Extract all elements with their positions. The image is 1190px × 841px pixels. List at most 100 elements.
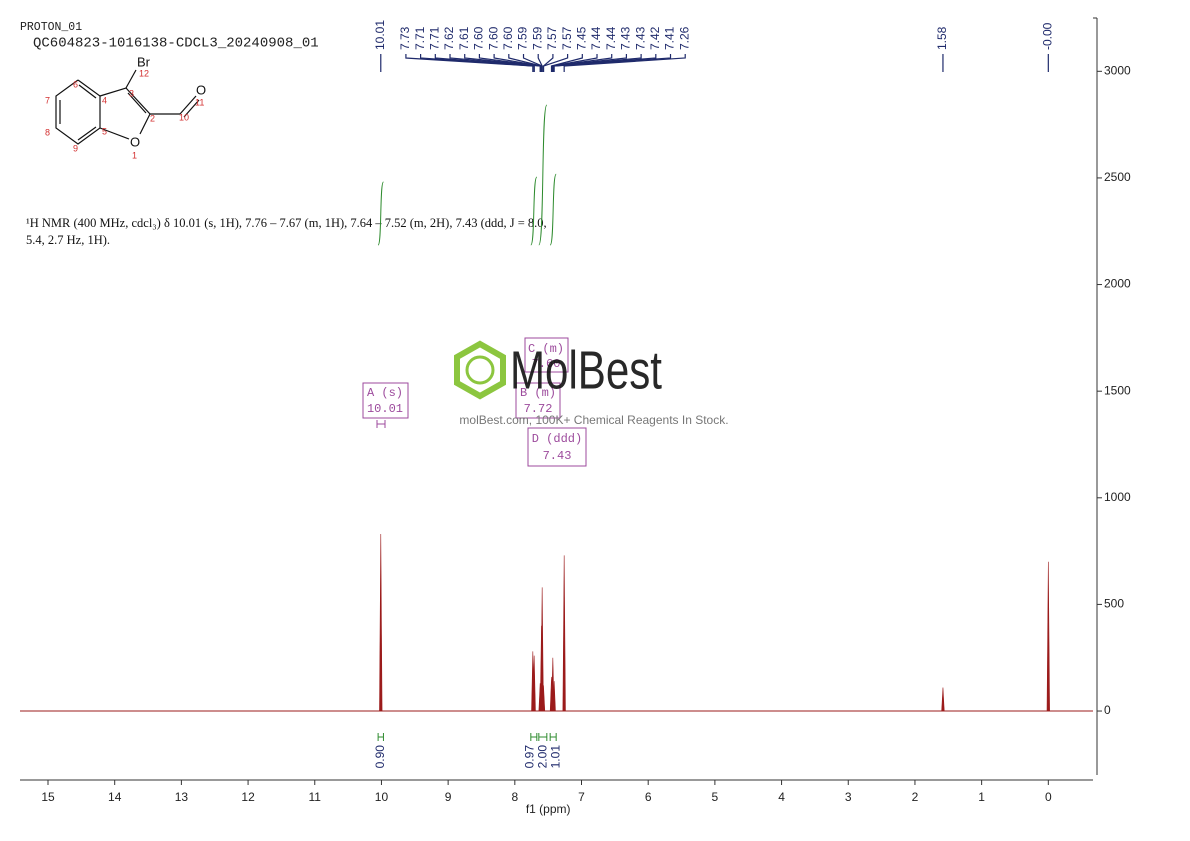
multiplet-box: B (m) 7.72 [515,382,561,419]
peak [379,534,383,712]
peak [1046,561,1050,712]
integral-label: 0.97 [522,745,536,769]
integral-curve [530,176,538,246]
x-tick-label: 12 [241,790,255,804]
logo-hexagon [454,340,506,400]
logo-ring [465,355,495,385]
peak-pick-connector [464,54,542,72]
y-tick-label: 3000 [1104,63,1131,77]
peak-pick-label: 7.71 [413,26,427,50]
peak-pick-connector [563,54,686,72]
integral-bracket [549,733,557,741]
x-tick-label: 8 [511,790,518,804]
multiplet-name: D (ddd) [532,432,582,446]
peak-pick-label: 7.59 [516,26,530,50]
x-tick-label: 7 [578,790,585,804]
peak-pick-label: 7.57 [560,26,574,50]
peak [552,681,556,712]
double-bond [127,92,147,114]
peak-pick-label: 7.71 [427,26,441,50]
peak-pick-label: 7.44 [604,26,618,50]
furan-bond [99,127,130,140]
peak-pick-label: 7.59 [530,26,544,50]
peak-pick-label: 7.41 [663,26,677,50]
peak-pick-connector [551,54,613,72]
peak-pick-label: 7.61 [457,26,471,50]
atom-label: Br [137,54,151,69]
integral-curve [538,104,548,246]
integral-bracket [538,733,548,741]
multiplet-shift: 7.43 [543,449,572,463]
atom-number: 8 [45,127,50,137]
multiplet-name: C (m) [528,342,564,356]
sample-name: QC604823-1016138-CDCL3_20240908_01 [33,36,319,52]
peak-pick-label: 10.01 [373,20,387,50]
atom-number: 2 [150,113,155,123]
x-tick-label: 0 [1045,790,1052,804]
y-tick-label: 1000 [1104,490,1131,504]
x-tick-label: 3 [845,790,852,804]
multiplet-name: B (m) [520,386,556,400]
atom-number: 3 [129,88,134,98]
box [515,382,561,419]
peak [941,687,945,712]
peak-pick-label: 7.60 [472,26,486,50]
peak-pick-label: 7.60 [486,26,500,50]
range-marker [376,420,386,428]
br-bond [125,69,137,89]
atom-number: 5 [102,126,107,136]
peak-pick-connector [550,54,583,72]
integral-bracket [377,733,384,741]
x-tick-label: 14 [108,790,122,804]
multiplet-shift: 10.01 [367,402,403,416]
experiment-name: PROTON_01 [20,21,82,34]
atom-number: 9 [73,143,78,153]
x-tick-label: 4 [778,790,785,804]
peak-pick-label: 7.43 [619,26,633,50]
y-tick-label: 1500 [1104,383,1131,397]
peak-pick-label: 1.58 [935,26,949,50]
multiplet-shift: 7.60 [532,357,561,371]
y-tick-label: 2500 [1104,170,1131,184]
peak-pick-label: -0.00 [1040,22,1054,50]
y-tick-label: 0 [1104,703,1111,717]
integral-label: 1.01 [548,745,562,769]
peak-pick-connector [449,54,541,72]
box [527,427,587,467]
furan-bond [99,87,151,135]
peak [562,555,566,712]
watermark: MolBest molBest.com, 100K+ Chemical Reag… [454,340,729,427]
atom-number: 7 [45,95,50,105]
peak-pick-label: 7.62 [442,26,456,50]
x-tick-label: 15 [41,790,55,804]
box [524,337,569,373]
peak-pick-connector [537,54,543,72]
integral-curve [549,173,557,246]
peak-pick-label: 7.26 [677,26,691,50]
multiplet-shift: 7.72 [524,402,553,416]
peak-pick-label: 7.42 [648,26,662,50]
x-tick-label: 6 [645,790,652,804]
multiplet-box: A (s) 10.01 [362,382,409,428]
spectrum: 15 14 13 12 11 10 9 8 7 6 5 4 3 2 1 0f1 (ppm)0500100015… [20,17,1131,816]
double-bond [77,126,97,141]
y-tick-label: 2000 [1104,277,1131,291]
carbonyl-bond [179,95,197,115]
atom-number: 6 [73,79,78,89]
peak-pick-label: 7.73 [398,26,412,50]
atom-number: 10 [179,112,189,122]
watermark-brand: MolBest [510,340,662,400]
integral-label: 2.00 [535,745,549,769]
x-tick-label: 13 [175,790,189,804]
peak-pick-label: 7.60 [501,26,515,50]
integral-label: 0.90 [373,745,387,769]
carbonyl-bond [183,99,200,118]
box [362,382,409,419]
peak-pick-label: 7.57 [545,26,559,50]
peak-pick-connector [553,54,672,72]
integral-curve [377,181,384,246]
description: 5.4, 2.7 Hz, 1H). [26,233,110,247]
integral-bracket [530,733,538,741]
multiplet-box: D (ddd) 7.43 [527,427,587,467]
